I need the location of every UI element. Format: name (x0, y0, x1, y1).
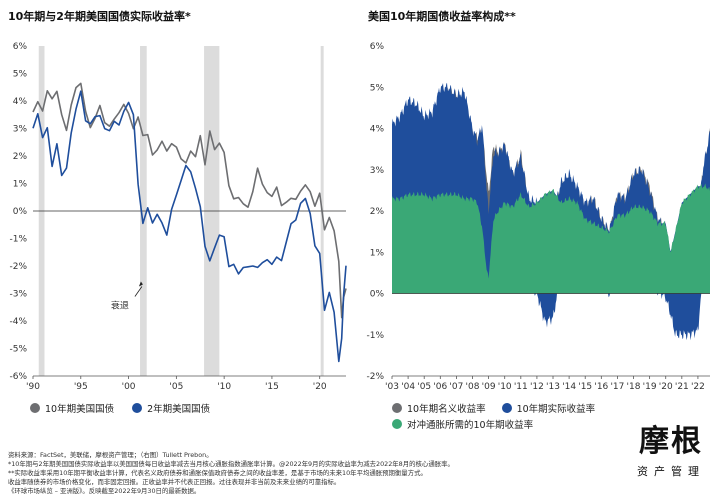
y-tick-left-5: 1% (13, 180, 28, 190)
x-tick-right-3: '06 (433, 382, 447, 392)
x-tick-right-16: '19 (643, 382, 657, 392)
y-tick-left-1: 5% (13, 70, 28, 80)
y-tick-right-4: 2% (370, 207, 385, 217)
area-breakeven-yield (392, 183, 710, 294)
x-tick-right-17: '20 (659, 382, 673, 392)
legend-breakeven-swatch (392, 419, 402, 429)
y-tick-right-1: 5% (370, 83, 385, 93)
legend-2y-label: 2年期美国国债 (147, 404, 211, 415)
y-tick-left-3: 3% (13, 125, 28, 135)
x-tick-left-0: '90 (26, 382, 40, 392)
x-tick-left-6: '20 (313, 382, 327, 392)
legend-2y-swatch (132, 403, 143, 413)
y-tick-left-12: -6% (9, 372, 27, 382)
x-tick-right-10: '13 (546, 382, 560, 392)
footnote-2: **实际收益率采用10年期平衡收益率计算，代表名义政府债券和通胀保值政府债券之间… (8, 469, 427, 477)
real-yield-line-chart: 6% 5% 4% 3% 2% 1% 0% -1% -2% -3% -4% -5% -6%'90 '95 '0… (9, 42, 347, 392)
x-tick-right-11: '14 (562, 382, 576, 392)
y-tick-right-7: -1% (366, 331, 384, 341)
x-tick-right-4: '07 (449, 382, 463, 392)
footnote-3: 收益率随债券的市场价格变化，而非固定回报。正收益率并不代表正回报。过往表现并非当… (8, 478, 341, 486)
legend-real-swatch (501, 403, 512, 413)
yield-composition-area-chart: 6% 5% 4% 3% 2% 1% 0% -1% -2%'03'04'05'06'07'08'0… (366, 42, 710, 392)
y-tick-right-3: 3% (370, 166, 385, 176)
recession-arrowhead (138, 281, 143, 287)
x-tick-left-1: '95 (74, 382, 88, 392)
x-tick-right-14: '17 (610, 382, 624, 392)
legend-right-row2: 对冲通胀所需的10年期收益率 (392, 417, 533, 431)
y-tick-left-7: -1% (9, 235, 27, 245)
y-tick-left-4: 2% (13, 152, 28, 162)
x-tick-left-2: '00 (122, 382, 136, 392)
x-tick-right-19: '22 (691, 382, 705, 392)
legend-right-row1: 10年期名义收益率 10年期实际收益率 (392, 401, 595, 415)
logo-main-text: 摩根 (639, 424, 703, 459)
legend-left: 10年期美国国债 2年期美国国债 (30, 401, 210, 415)
x-tick-right-5: '08 (466, 382, 480, 392)
footnotes: 资料来源：FactSet，美联储，摩根资产管理；（右图）Tullett Preb… (8, 451, 608, 496)
x-tick-left-5: '15 (265, 382, 279, 392)
series-line-10y (32, 82, 347, 319)
y-tick-left-9: -3% (9, 290, 27, 300)
recession-arrow (134, 286, 143, 297)
x-tick-right-13: '16 (594, 382, 608, 392)
x-tick-right-12: '15 (578, 382, 592, 392)
logo-sub-text: 资产管理 (637, 465, 705, 478)
x-tick-left-4: '10 (217, 382, 231, 392)
x-tick-left-3: '05 (169, 382, 183, 392)
y-tick-left-10: -4% (9, 317, 27, 327)
legend-10y-label: 10年期美国国债 (45, 404, 115, 415)
x-tick-right-9: '12 (530, 382, 544, 392)
y-tick-right-0: 6% (370, 42, 385, 52)
y-tick-right-6: 0% (370, 290, 385, 300)
x-tick-right-1: '04 (401, 382, 415, 392)
legend-nominal-label: 10年期名义收益率 (407, 404, 486, 415)
area-real-yield-negative (392, 293, 710, 341)
footnote-4: 《环球市场纵览 – 亚洲版》。反映截至2022年9月30日的最新数据。 (8, 487, 201, 495)
right-chart-title: 美国10年期国债收益率构成** (368, 10, 516, 23)
footnote-1: *10年期与2年期美国国债实际收益率以美国国债每日收益率减去当月核心通胀指数通胀… (8, 460, 454, 468)
y-tick-left-11: -5% (9, 345, 27, 355)
recession-annotation: 衰退 (111, 300, 129, 312)
footnote-source: 资料来源：FactSet，美联储，摩根资产管理；（右图）Tullett Preb… (8, 451, 213, 459)
x-tick-right-7: '10 (498, 382, 512, 392)
x-tick-right-6: '09 (482, 382, 496, 392)
legend-real-label: 10年期实际收益率 (516, 404, 596, 415)
x-tick-right-2: '05 (417, 382, 431, 392)
y-tick-right-5: 1% (370, 248, 385, 258)
legend-10y-swatch (30, 403, 40, 413)
x-tick-right-18: '21 (675, 382, 689, 392)
series-line-2y (32, 90, 347, 363)
legend-nominal-swatch (392, 403, 402, 413)
jpmorgan-logo: 摩根 资产管理 (630, 425, 712, 479)
y-tick-right-8: -2% (366, 372, 384, 382)
y-tick-left-2: 4% (13, 97, 28, 107)
y-tick-left-6: 0% (13, 207, 28, 217)
y-tick-left-0: 6% (13, 42, 28, 52)
y-tick-right-2: 4% (370, 125, 385, 135)
x-tick-right-15: '18 (627, 382, 641, 392)
y-tick-left-8: -2% (9, 262, 27, 272)
legend-breakeven-label: 对冲通胀所需的10年期收益率 (407, 420, 534, 431)
left-chart-title: 10年期与2年期美国国债实际收益率* (8, 10, 191, 23)
x-tick-right-0: '03 (385, 382, 399, 392)
x-tick-right-8: '11 (514, 382, 528, 392)
